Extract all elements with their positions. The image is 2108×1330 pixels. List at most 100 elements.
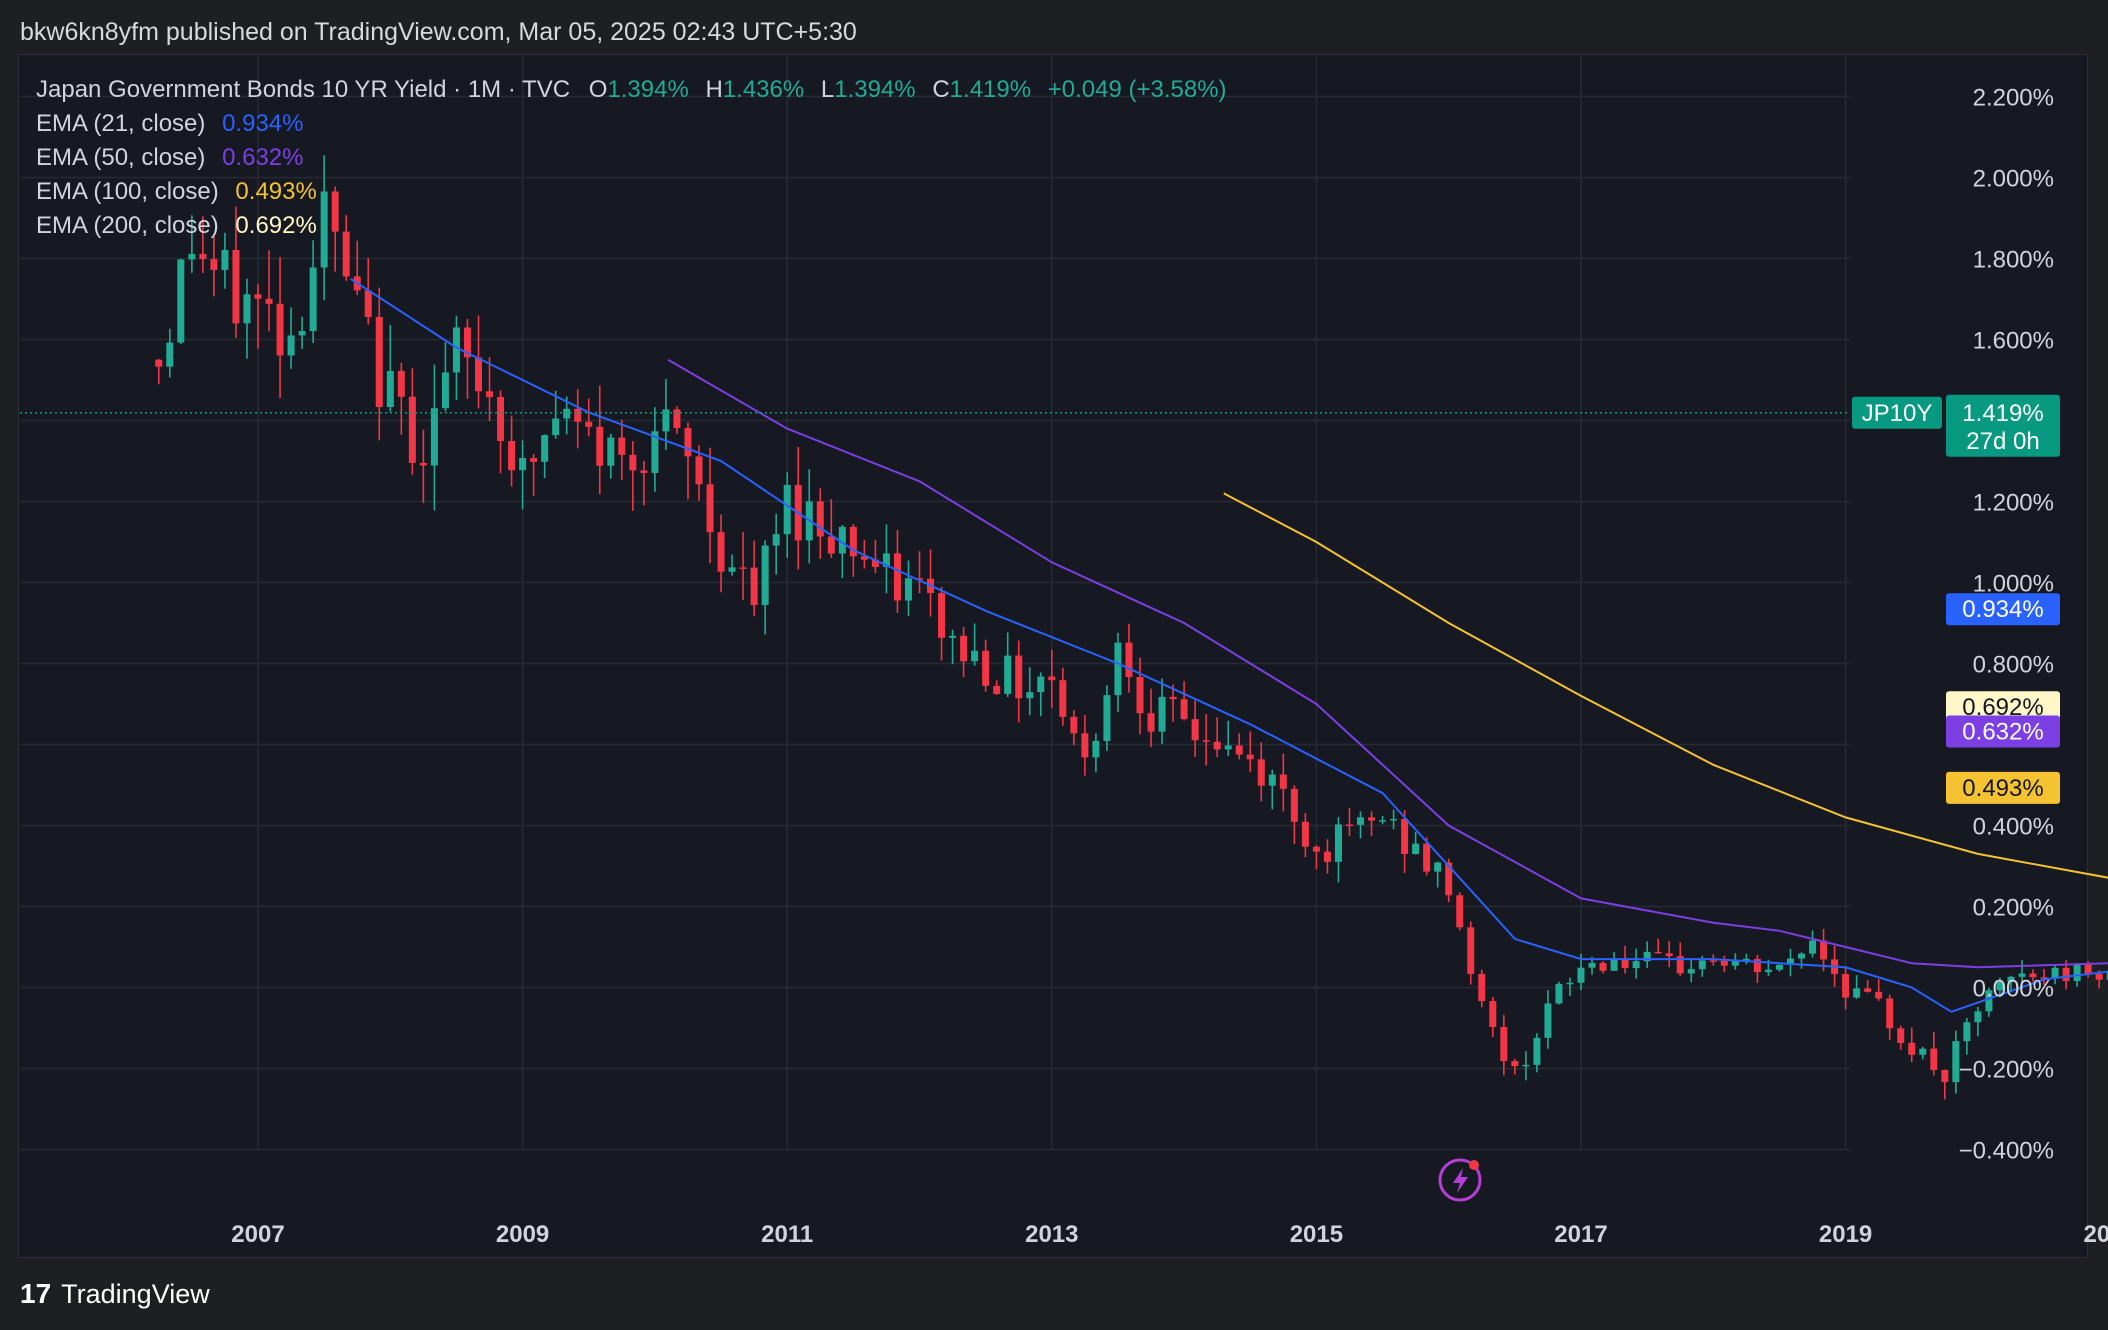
candle-body: [684, 428, 692, 457]
candle-body: [971, 650, 979, 662]
candle-body: [1764, 969, 1772, 973]
y-axis: 2.200% 2.000% 1.800% 1.600% 1.200% 1.000% 0.80…: [1959, 85, 2054, 1165]
grid-lines: [20, 56, 1850, 1151]
candle-body: [1996, 981, 2004, 991]
candle-body: [1599, 962, 1607, 971]
ema21-value: 0.934%: [222, 110, 304, 137]
candle-body: [1676, 956, 1684, 974]
candle-body: [1004, 655, 1012, 694]
candle-body: [1070, 716, 1078, 734]
candle-body: [199, 253, 207, 260]
ema21-legend[interactable]: EMA (21, close) 0.934%: [36, 110, 303, 138]
symbol-legend: Japan Government Bonds 10 YR Yield · 1M …: [36, 76, 1227, 104]
candle-body: [1588, 962, 1596, 968]
ema100-tag-text: 0.493%: [1962, 775, 2043, 802]
candle-body: [1015, 655, 1023, 699]
candle-body: [419, 462, 427, 466]
candle-body: [1103, 695, 1111, 741]
candle-body: [430, 408, 438, 466]
candle-body: [1301, 821, 1309, 847]
candle-body: [2029, 973, 2037, 978]
candle-body: [1566, 982, 1574, 985]
candle-body: [1412, 843, 1420, 855]
tradingview-footer[interactable]: 17 TradingView: [20, 1278, 210, 1310]
y-tick-label: 0.200%: [1973, 895, 2054, 922]
candle-body: [1312, 846, 1320, 852]
ema21-tag-box: [1946, 593, 2060, 626]
y-tick-label: 2.000%: [1973, 166, 2054, 193]
candle-body: [1665, 953, 1673, 957]
ema50-tag: 0.632%: [1946, 715, 2060, 748]
candle-body: [1224, 745, 1232, 750]
x-tick-label: 2011: [761, 1221, 813, 1248]
ema21-line: [350, 277, 2108, 1013]
candle-body: [1886, 998, 1894, 1029]
x-tick-label: 2017: [1554, 1221, 1607, 1248]
candle-body: [838, 526, 846, 554]
lightning-icon: [1438, 1158, 1482, 1202]
candle-body: [2062, 967, 2070, 982]
x-tick-label: 2007: [231, 1221, 284, 1248]
candle-body: [265, 298, 273, 304]
candle-body: [463, 327, 471, 358]
candle-body: [982, 650, 990, 686]
candle-body: [860, 556, 868, 560]
y-tick-label: −0.400%: [1959, 1138, 2054, 1165]
candle-body: [188, 253, 196, 260]
candle-body: [1390, 818, 1398, 821]
candle-body: [1368, 817, 1376, 821]
candle-body: [1753, 958, 1761, 973]
candle-body: [1345, 824, 1353, 826]
candle-body: [651, 431, 659, 473]
candle-body: [1864, 988, 1872, 992]
candle-body: [1555, 983, 1563, 1004]
candle-body: [1974, 1011, 1982, 1023]
candle-body: [1544, 1003, 1552, 1038]
candle-body: [1478, 973, 1486, 1002]
candle-body: [475, 357, 482, 392]
candle-body: [1941, 1069, 1949, 1083]
candle-body: [1786, 958, 1794, 965]
x-tick-label: 2013: [1025, 1221, 1078, 1248]
ema200-tag-box: [1946, 691, 2060, 724]
candle-body: [1842, 974, 1850, 998]
candle-body: [1037, 676, 1045, 693]
candle-body: [1632, 961, 1640, 969]
candle-body: [331, 191, 339, 232]
candle-body: [2073, 963, 2081, 982]
candle-body: [1158, 696, 1166, 732]
x-tick-label: 2015: [1290, 1221, 1343, 1248]
candle-body: [607, 437, 615, 466]
candle-body: [1875, 991, 1883, 999]
candle-body: [849, 526, 857, 557]
close-value: 1.419%: [949, 76, 1032, 103]
candle-body: [441, 372, 449, 409]
ema100-tag-box: [1946, 771, 2060, 804]
y-tick-label: 2.200%: [1973, 85, 2054, 112]
candle-body: [2095, 973, 2103, 980]
candle-body: [320, 191, 328, 268]
ema200-label: EMA (200, close): [36, 212, 219, 239]
candle-body: [1147, 713, 1155, 732]
ema100-legend[interactable]: EMA (100, close) 0.493%: [36, 178, 317, 206]
candle-body: [530, 458, 538, 462]
candle-body: [1500, 1026, 1508, 1062]
y-tick-label: 1.000%: [1973, 571, 2054, 598]
low-label: L: [820, 76, 835, 103]
ema200-legend[interactable]: EMA (200, close) 0.692%: [36, 212, 317, 240]
candle-body: [629, 454, 637, 471]
candle-body: [673, 409, 681, 429]
candle-body: [761, 545, 769, 606]
candle-body: [486, 391, 494, 398]
y-tick-label: 0.000%: [1973, 976, 2054, 1003]
candle-body: [1720, 960, 1728, 966]
candle-body: [1202, 740, 1210, 742]
candle-body: [1246, 754, 1254, 760]
candle-body: [640, 470, 648, 473]
countdown-text: 27d 0h: [1966, 428, 2039, 455]
ema50-legend[interactable]: EMA (50, close) 0.632%: [36, 144, 303, 172]
chart-panel[interactable]: [18, 54, 2088, 1258]
candle-body: [243, 294, 251, 324]
last-price-text: 1.419%: [1962, 400, 2043, 427]
